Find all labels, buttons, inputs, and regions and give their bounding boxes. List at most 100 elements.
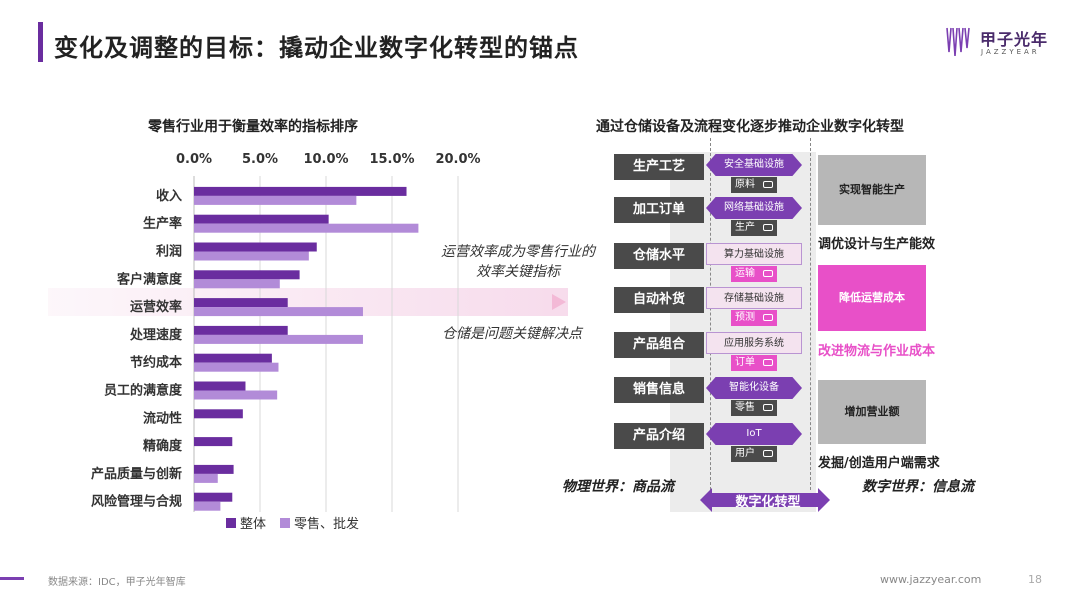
- bar-retail: [194, 307, 363, 317]
- flow-tag-label: 预测: [735, 312, 755, 323]
- legend-item-retail: 零售、批发: [280, 513, 359, 532]
- page-number: 18: [1028, 573, 1042, 586]
- process-box: 销售信息: [614, 377, 704, 403]
- flow-tag: 运输: [731, 266, 777, 282]
- bar-overall: [194, 492, 233, 502]
- bar-overall: [194, 325, 288, 335]
- category-label: 员工的满意度: [104, 383, 183, 399]
- bar-overall: [194, 298, 288, 308]
- process-box: 加工订单: [614, 197, 704, 223]
- result-caption-revenue: 发掘/创造用户端需求: [818, 456, 940, 471]
- chart-legend: 整体 零售、批发: [226, 513, 373, 532]
- legend-label-overall: 整体: [240, 517, 267, 532]
- x-tick-label: 15.0%: [369, 152, 414, 167]
- diagram-title: 通过仓储设备及流程变化逐步推动企业数字化转型: [596, 119, 904, 135]
- flow-tag: 原料: [731, 177, 777, 193]
- flow-tag-label: 订单: [735, 357, 755, 368]
- category-label: 流动性: [143, 410, 182, 426]
- process-box: 仓储水平: [614, 243, 704, 269]
- category-label: 客户满意度: [117, 271, 183, 287]
- infra-arrow: 存储基础设施: [706, 287, 802, 309]
- digital-world-label: 数字世界：信息流: [862, 479, 974, 495]
- flow-tag: 零售: [731, 400, 777, 416]
- process-box: 产品组合: [614, 332, 704, 358]
- bar-retail: [194, 362, 279, 372]
- bar-retail: [194, 223, 419, 233]
- bar-overall: [194, 437, 233, 447]
- process-box: 自动补货: [614, 287, 704, 313]
- footer-accent-line: [0, 577, 24, 580]
- bar-retail: [194, 195, 357, 205]
- bar-retail: [194, 501, 221, 511]
- bar-overall: [194, 270, 300, 280]
- process-box: 产品介绍: [614, 423, 704, 449]
- bar-overall: [194, 464, 234, 474]
- annotation-efficiency-line1: 运营效率成为零售行业的: [441, 244, 595, 260]
- logo-mark-icon: [946, 27, 970, 57]
- transform-arrow: [700, 488, 830, 512]
- annotation-efficiency-line2: 效率关键指标: [476, 264, 560, 280]
- bar-retail: [194, 279, 280, 289]
- logo-text-cn: 甲子光年: [980, 30, 1049, 49]
- category-label: 利润: [156, 244, 182, 260]
- flow-tag-label: 生产: [735, 222, 755, 233]
- category-label: 节约成本: [130, 355, 182, 371]
- bar-retail: [194, 334, 363, 344]
- x-tick-label: 20.0%: [435, 152, 480, 167]
- x-tick-label: 0.0%: [176, 152, 212, 167]
- infra-arrow: 应用服务系统: [706, 332, 802, 354]
- page-title: 变化及调整的目标：撬动企业数字化转型的锚点: [54, 34, 579, 62]
- infra-arrow: 网络基础设施: [706, 197, 802, 219]
- flow-tag: 订单: [731, 355, 777, 371]
- process-box: 生产工艺: [614, 154, 704, 180]
- category-label: 运营效率: [130, 299, 182, 315]
- result-caption-cost: 改进物流与作业成本: [818, 344, 936, 359]
- flow-tag-icon: [763, 181, 773, 188]
- logo-text-en: JAZZYEAR: [981, 48, 1040, 56]
- flow-tag-label: 原料: [735, 179, 755, 190]
- legend-item-overall: 整体: [226, 513, 266, 532]
- flow-tag-label: 零售: [735, 402, 755, 413]
- flow-tag: 用户: [731, 446, 777, 462]
- infra-arrow: 算力基础设施: [706, 243, 802, 265]
- category-label: 风险管理与合规: [91, 494, 182, 510]
- physical-world-label: 物理世界：商品流: [562, 479, 674, 495]
- annotation-warehouse-line1: 仓储是问题关键解决点: [442, 326, 582, 342]
- bar-retail: [194, 390, 278, 400]
- flow-tag-icon: [763, 359, 773, 366]
- bar-overall: [194, 186, 407, 196]
- bar-overall: [194, 381, 246, 391]
- infra-arrow: 智能化设备: [706, 377, 802, 399]
- annotation-warehouse: 仓储是问题关键解决点: [420, 324, 604, 344]
- infra-arrow: IoT: [706, 423, 802, 445]
- flow-tag-icon: [763, 404, 773, 411]
- transform-label: 数字化转型: [735, 495, 801, 510]
- dashed-divider-right: [810, 138, 811, 490]
- flow-tag-icon: [763, 450, 773, 457]
- legend-swatch-overall: [226, 517, 236, 528]
- source-note: 数据来源：IDC，甲子光年智库: [48, 577, 186, 588]
- flow-tag: 预测: [731, 310, 777, 326]
- bar-overall: [194, 353, 272, 363]
- highlight-arrow: [552, 294, 566, 310]
- bar-overall: [194, 409, 243, 419]
- category-label: 精确度: [143, 438, 183, 454]
- result-box-revenue: 增加营业额: [818, 380, 926, 444]
- flow-tag-label: 用户: [735, 448, 755, 459]
- category-label: 产品质量与创新: [91, 466, 182, 482]
- dashed-divider-left: [710, 138, 711, 490]
- category-label: 收入: [156, 188, 182, 204]
- transform-arrow-shape: [700, 488, 830, 512]
- title-accent-bar: [38, 22, 43, 62]
- logo: 甲子光年 JAZZYEAR: [944, 24, 1064, 64]
- bar-overall: [194, 242, 317, 252]
- legend-label-retail: 零售、批发: [294, 517, 360, 532]
- flow-tag-label: 运输: [735, 268, 755, 279]
- result-caption-production: 调优设计与生产能效: [818, 237, 936, 252]
- x-tick-label: 5.0%: [242, 152, 278, 167]
- flow-tag-icon: [763, 270, 773, 277]
- flow-tag-icon: [763, 224, 773, 231]
- legend-swatch-retail: [280, 517, 291, 528]
- annotation-efficiency: 运营效率成为零售行业的 效率关键指标: [428, 242, 608, 282]
